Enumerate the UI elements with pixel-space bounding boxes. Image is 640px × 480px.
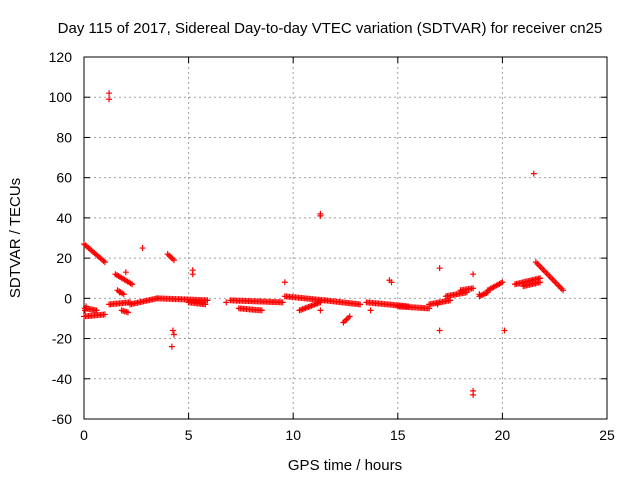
data-point — [170, 331, 177, 338]
y-tick-label: 100 — [49, 89, 73, 105]
data-point — [93, 307, 100, 314]
x-tick-label: 20 — [495, 427, 511, 443]
y-axis-title: SDTVAR / TECUs — [7, 178, 24, 298]
data-point — [120, 291, 127, 298]
x-axis-title: GPS time / hours — [288, 457, 402, 474]
data-point — [501, 327, 508, 334]
data-point — [499, 279, 506, 286]
data-point — [116, 289, 123, 296]
data-point — [367, 307, 374, 314]
y-tick-label: -20 — [52, 331, 72, 347]
grid-lines — [84, 57, 607, 419]
y-tick-label: 120 — [49, 49, 73, 65]
data-point — [83, 303, 90, 310]
y-tick-labels: -60 -40 -20 0 20 40 60 80 100 120 — [49, 49, 73, 427]
data-point — [101, 259, 108, 266]
data-point — [189, 271, 196, 278]
data-point — [223, 299, 230, 306]
data-point — [470, 285, 477, 292]
data-point — [82, 307, 89, 314]
data-point — [388, 279, 395, 286]
x-tick-label: 15 — [390, 427, 406, 443]
data-point — [470, 391, 477, 398]
x-tick-label: 10 — [285, 427, 301, 443]
data-point — [346, 313, 353, 320]
data-point — [101, 311, 108, 318]
data-point — [169, 327, 176, 334]
y-tick-label: -40 — [52, 371, 72, 387]
data-point — [357, 301, 364, 308]
data-point — [281, 279, 288, 286]
data-point — [129, 281, 136, 288]
data-point — [279, 299, 286, 306]
data-point — [106, 96, 113, 103]
data-point — [477, 292, 484, 299]
data-point — [479, 291, 486, 298]
data-point — [258, 307, 265, 314]
x-tick-label: 25 — [599, 427, 615, 443]
data-point — [560, 287, 567, 294]
x-tick-label: 0 — [80, 427, 88, 443]
data-point — [483, 289, 490, 296]
data-point — [106, 90, 113, 97]
data-markers — [81, 90, 567, 398]
data-point — [537, 279, 544, 286]
x-tick-label: 5 — [185, 427, 193, 443]
plot-area-border — [83, 56, 608, 420]
data-point — [170, 257, 177, 264]
data-point — [476, 291, 483, 298]
y-tick-label: 80 — [56, 129, 72, 145]
data-point — [481, 290, 488, 297]
data-point — [168, 343, 175, 350]
data-point — [202, 301, 209, 308]
data-point — [124, 309, 131, 316]
data-point — [317, 299, 324, 306]
data-point — [317, 307, 324, 314]
data-point — [122, 269, 129, 276]
y-tick-label: 40 — [56, 210, 72, 226]
y-tick-label: 0 — [64, 290, 72, 306]
data-point — [139, 245, 146, 252]
data-point — [436, 327, 443, 334]
data-point — [434, 301, 441, 308]
x-tick-labels: 0 5 10 15 20 25 — [80, 427, 615, 443]
data-point — [317, 212, 324, 219]
y-tick-label: 60 — [56, 170, 72, 186]
data-point — [470, 271, 477, 278]
axis-ticks — [83, 56, 608, 420]
data-point — [204, 297, 211, 304]
y-tick-label: -60 — [52, 411, 72, 427]
y-tick-label: 20 — [56, 250, 72, 266]
chart-title: Day 115 of 2017, Sidereal Day-to-day VTE… — [58, 20, 603, 37]
data-point — [530, 170, 537, 177]
data-point — [436, 265, 443, 272]
